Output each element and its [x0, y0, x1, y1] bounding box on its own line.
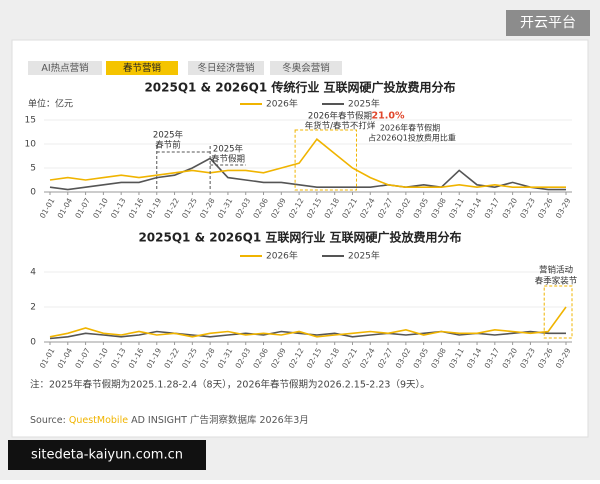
chart-title: 2025Q1 & 2026Q1 传统行业 互联网硬广投放费用分布 [144, 80, 455, 95]
highlight-box [294, 129, 357, 191]
y-tick-label: 10 [25, 140, 37, 150]
series-line [49, 157, 566, 191]
tab[interactable]: 冬奥会营销 [282, 62, 330, 74]
source-rest: AD INSIGHT 广告洞察数据库 2026年3月 [131, 414, 309, 426]
y-tick-label: 0 [30, 188, 36, 198]
badge-box [506, 10, 590, 36]
tab[interactable]: 春节营销 [123, 62, 162, 74]
watermark-box [8, 440, 206, 470]
legend-label: 2026年 [266, 98, 298, 110]
annotation: 占2026Q1投放费用比重 [368, 133, 456, 143]
annotation: 年货节/春节不打烊 [305, 121, 376, 132]
unit-label: 单位：亿元 [28, 98, 73, 110]
annotation: 春节前 [155, 140, 181, 151]
annotation: 2025年 [213, 144, 244, 155]
tab-box [106, 61, 178, 75]
series-line [49, 306, 567, 338]
legend-label: 2025年 [348, 98, 380, 110]
chart-title: 2025Q1 & 2026Q1 互联网行业 互联网硬广投放费用分布 [138, 230, 461, 245]
annotation: 2025年 [153, 130, 184, 141]
annotation: 2026年春节假期 [308, 111, 372, 122]
source-prefix: Source: [30, 415, 66, 426]
source: Source: QuestMobile AD INSIGHT 广告洞察数据库 2… [30, 414, 309, 426]
annotation: 2026年春节假期 [380, 123, 440, 133]
annotation: 营销活动 [539, 265, 574, 276]
watermark: sitedeta-kaiyun.com.cn [31, 448, 183, 463]
y-tick-label: 15 [25, 116, 36, 126]
badge: 开云平台 [520, 15, 576, 31]
tab-box [270, 61, 342, 75]
y-tick-label: 2 [30, 303, 36, 313]
y-tick-label: 5 [30, 164, 36, 174]
source-brand: QuestMobile [69, 415, 128, 426]
legend-label: 2026年 [266, 250, 298, 262]
series-line [49, 138, 566, 189]
tab-box [188, 61, 264, 75]
tab[interactable]: AI热点营销 [41, 62, 89, 74]
legend-label: 2025年 [348, 250, 380, 262]
tab-box [28, 61, 102, 75]
card [11, 39, 589, 438]
annotation: 春季家装节 [535, 276, 578, 287]
y-tick-label: 4 [30, 268, 36, 278]
y-tick-label: 0 [30, 338, 36, 348]
annotation: 21.0% [372, 111, 405, 122]
tab[interactable]: 冬日经济营销 [197, 62, 255, 74]
footnote: 注：2025年春节假期为2025.1.28-2.4（8天），2026年春节假期为… [30, 379, 430, 391]
annotation: 春节假期 [211, 154, 245, 165]
